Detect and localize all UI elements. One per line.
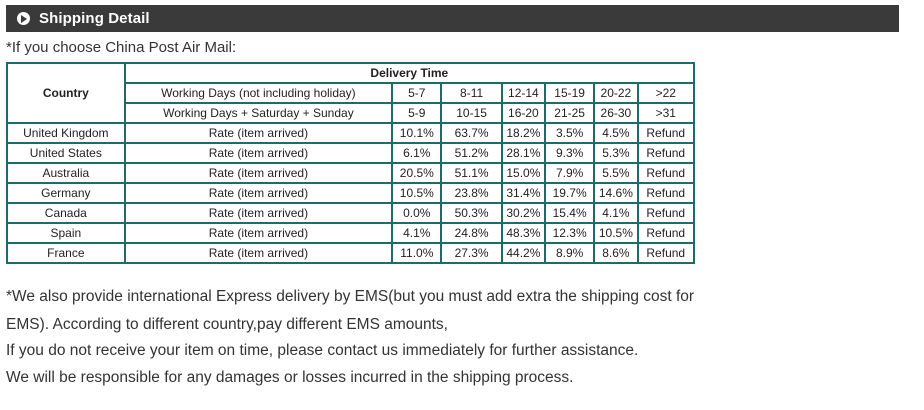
table-row: United States Rate (item arrived) 6.1% 51.2… [6,142,695,164]
rate-cell: 10.5% [391,182,443,204]
table-row: United Kingdom Rate (item arrived) 10.1% 63… [6,122,695,144]
section-title: Shipping Detail [39,10,150,27]
rate-cell: 6.1% [391,142,443,164]
rate-cell: 28.1% [500,142,547,164]
rate-cell: Refund [636,222,695,244]
rate-cell: Refund [636,162,695,184]
country-cell: Australia [6,162,126,184]
rate-cell: 0.0% [391,202,443,224]
rate-cell: 27.3% [440,242,503,264]
range-cell: 26-30 [593,102,639,124]
rate-cell: 23.8% [440,182,503,204]
rate-cell: 24.8% [440,222,503,244]
range-cell: >22 [636,82,695,104]
range-cell: 5-7 [391,82,443,104]
rate-cell: 20.5% [391,162,443,184]
rate-cell: Refund [636,242,695,264]
country-cell: France [6,242,126,264]
working-days-label: Working Days (not including holiday) [123,82,394,104]
table-row: Spain Rate (item arrived) 4.1% 24.8% 48.3% 12… [6,222,695,244]
country-cell: Germany [6,182,126,204]
header-row: Country Delivery Time [6,62,696,124]
rate-cell: Refund [636,122,695,144]
rate-cell: 15.0% [500,162,547,184]
rate-label-cell: Rate (item arrived) [123,242,394,264]
section-header: Shipping Detail [6,5,899,32]
country-cell: Spain [6,222,126,244]
rate-cell: 4.1% [391,222,443,244]
rate-cell: 31.4% [500,182,547,204]
country-cell: United States [6,142,126,164]
rate-cell: 63.7% [440,122,503,144]
rate-cell: 11.0% [391,242,443,264]
rate-cell: 7.9% [543,162,596,184]
shipping-method-intro: *If you choose China Post Air Mail: [6,39,237,56]
table-row: Germany Rate (item arrived) 10.5% 23.8% 31.4… [6,182,695,204]
table-row: Canada Rate (item arrived) 0.0% 50.3% 30.2% 1… [6,202,695,224]
rate-label-cell: Rate (item arrived) [123,222,394,244]
rate-cell: 5.3% [593,142,639,164]
rate-cell: 12.3% [543,222,596,244]
rate-cell: Refund [636,202,695,224]
late-delivery-note: If you do not receive your item on time,… [6,342,639,359]
rate-cell: 4.1% [593,202,639,224]
rate-cell: 44.2% [500,242,547,264]
rate-cell: 9.3% [543,142,596,164]
delivery-time-table: Country Delivery Time Working Days (not … [6,62,696,264]
rate-label-cell: Rate (item arrived) [123,182,394,204]
working-days-row: Working Days (not including holiday) 5-7… [7,82,695,104]
working-days-weekend-row: Working Days + Saturday + Sunday 5-9 10-… [7,102,695,124]
rate-cell: 4.5% [593,122,639,144]
rate-cell: 15.4% [543,202,596,224]
rate-label-cell: Rate (item arrived) [123,202,394,224]
rate-cell: 51.2% [440,142,503,164]
rate-cell: 19.7% [543,182,596,204]
ems-note-line-1: *We also provide international Express d… [6,288,695,305]
range-cell: 15-19 [543,82,596,104]
circle-arrow-right-icon [17,12,30,25]
range-cell: 12-14 [500,82,547,104]
rate-cell: 51.1% [440,162,503,184]
range-cell: 21-25 [543,102,596,124]
working-days-weekend-label: Working Days + Saturday + Sunday [123,102,394,124]
rate-cell: 10.1% [391,122,443,144]
rate-cell: 5.5% [593,162,639,184]
rate-cell: 3.5% [543,122,596,144]
rate-cell: 48.3% [500,222,547,244]
rate-cell: 10.5% [593,222,639,244]
rate-cell: 14.6% [593,182,639,204]
rate-cell: 18.2% [500,122,547,144]
rate-cell: Refund [636,142,695,164]
rate-cell: 8.6% [593,242,639,264]
rate-label-cell: Rate (item arrived) [123,162,394,184]
rate-label-cell: Rate (item arrived) [123,142,394,164]
range-cell: 8-11 [440,82,503,104]
table-row: France Rate (item arrived) 11.0% 27.3% 44.2%… [6,242,695,264]
table-row: Australia Rate (item arrived) 20.5% 51.1% 15… [6,162,695,184]
delivery-time-header: Delivery Time [123,62,696,84]
country-cell: United Kingdom [6,122,126,144]
country-cell: Canada [6,202,126,224]
rate-cell: 8.9% [543,242,596,264]
range-cell: 5-9 [391,102,443,124]
rate-cell: Refund [636,182,695,204]
range-cell: 10-15 [440,102,503,124]
range-cell: >31 [636,102,695,124]
rate-cell: 30.2% [500,202,547,224]
country-header: Country [6,62,126,124]
rate-label-cell: Rate (item arrived) [123,122,394,144]
range-cell: 20-22 [593,82,639,104]
range-cell: 16-20 [500,102,547,124]
damage-responsibility-note: We will be responsible for any damages o… [6,369,574,386]
rate-cell: 50.3% [440,202,503,224]
ems-note-line-2: EMS). According to different country,pay… [6,316,448,333]
